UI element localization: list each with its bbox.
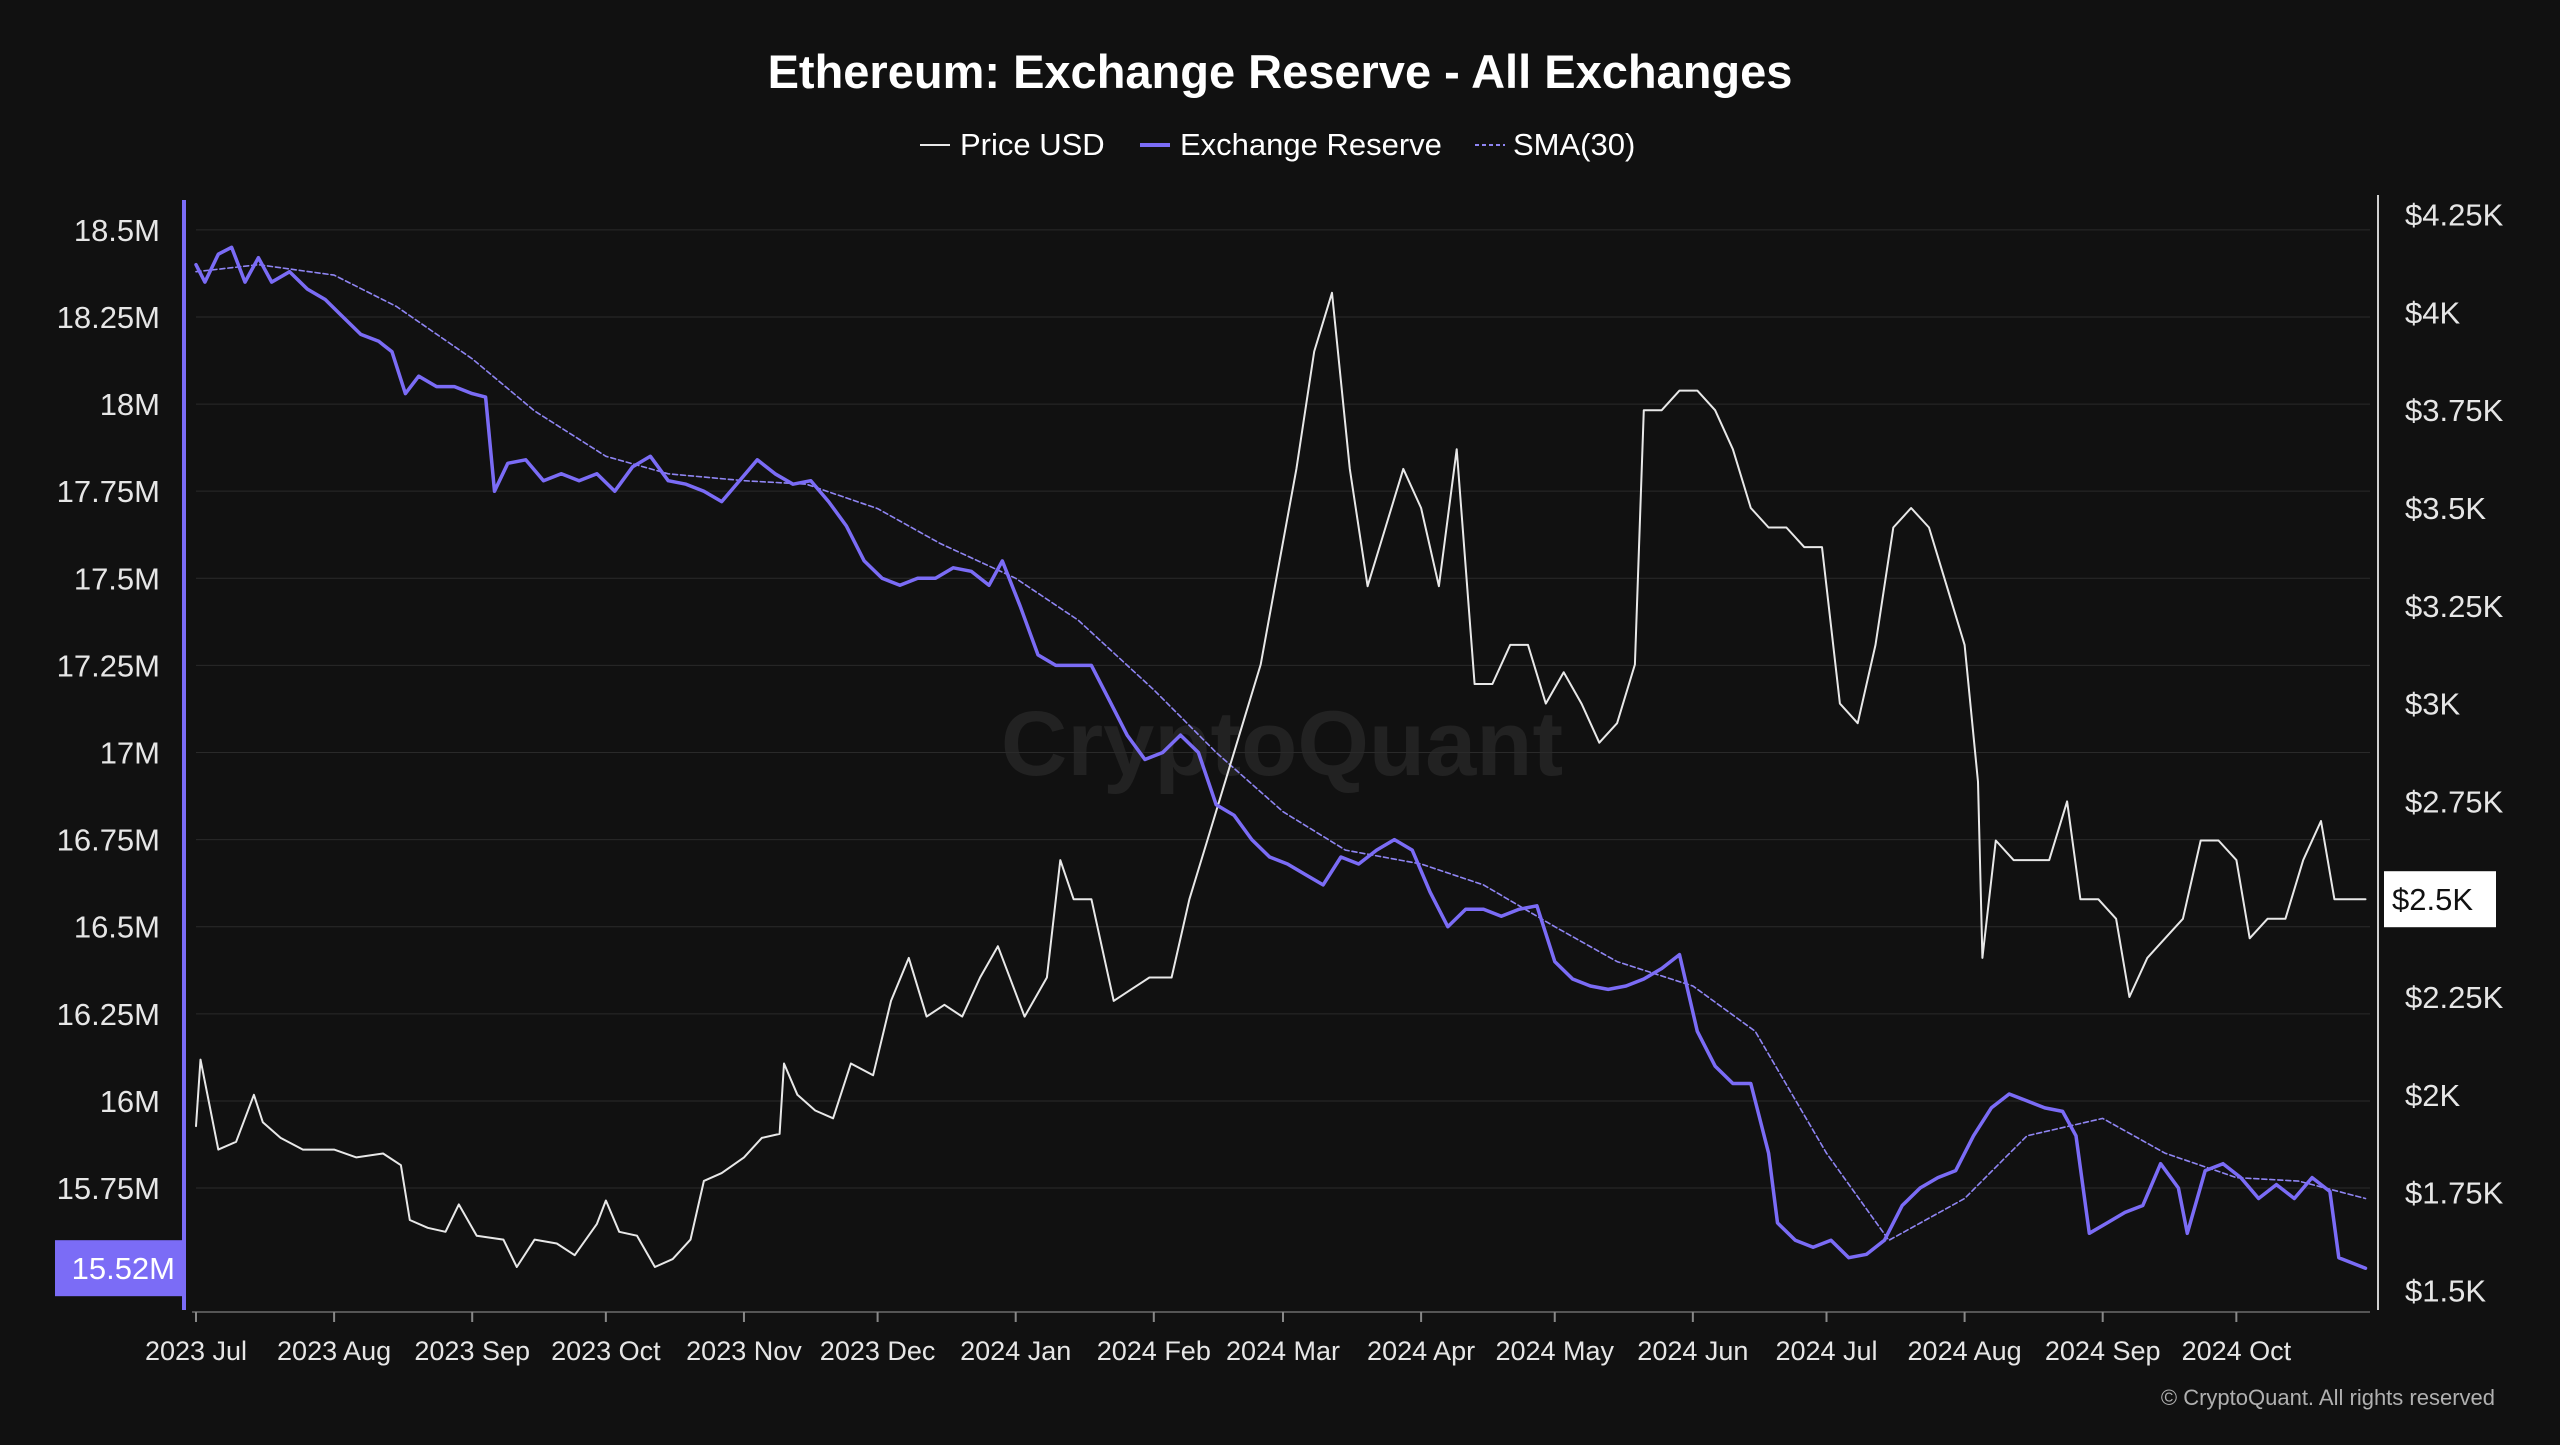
y-left-tick-label: 18.25M [57,300,160,335]
x-tick-label: 2024 Oct [2182,1336,2292,1366]
x-tick-label: 2024 Feb [1097,1336,1211,1366]
x-tick-label: 2024 Mar [1226,1336,1340,1366]
y-right-tick-label: $1.5K [2405,1273,2486,1308]
x-tick-label: 2024 May [1495,1336,1614,1366]
y-left-tick-label: 17.25M [57,648,160,683]
chart-title: Ethereum: Exchange Reserve - All Exchang… [768,45,1793,98]
x-tick-label: 2023 Dec [820,1336,936,1366]
y-left-tick-label: 16.5M [74,910,160,945]
x-tick-label: 2024 Jan [960,1336,1071,1366]
axis-layer: 15.75M 16M 16.25M 16.5M 16.75M 17M 17.25M 17.5M… [55,195,2504,1366]
y-right-tick-label: $4.25K [2405,198,2504,233]
y-left-tick-label: 15.75M [57,1171,160,1206]
series-layer [194,245,2368,1270]
series-line-price [195,291,2367,1268]
x-tick-label: 2024 Apr [1367,1336,1475,1366]
legend-item-price[interactable]: Price USD [920,127,1105,162]
y-left-tick-label: 16.25M [57,997,160,1032]
y-left-tick-label: 17M [100,736,160,771]
y-right-tick-label: $4K [2405,295,2460,330]
y-right-tick-label: $3.5K [2405,491,2486,526]
legend-item-reserve[interactable]: Exchange Reserve [1140,127,1442,162]
y-left-tick-label: 18M [100,387,160,422]
y-right-tick-label: $3K [2405,687,2460,722]
current-reserve-label: 15.52M [72,1251,175,1286]
series-line-sma30 [195,263,2367,1242]
current-price-badge [2384,871,2496,928]
x-tick-label: 2024 Jun [1637,1336,1748,1366]
legend: Price USD Exchange Reserve SMA(30) [920,127,1635,162]
x-tick-label: 2023 Oct [551,1336,661,1366]
y-right-tick-label: $1.75K [2405,1176,2504,1211]
legend-item-sma[interactable]: SMA(30) [1475,127,1635,162]
current-reserve-badge [55,1240,182,1297]
y-left-tick-label: 17.5M [74,561,160,596]
series-line-exchange-reserve [194,245,2368,1270]
legend-label-price: Price USD [960,127,1105,162]
y-right-tick-label: $2.25K [2405,980,2504,1015]
y-right-tick-label: $2.75K [2405,784,2504,819]
x-tick-label: 2024 Sep [2045,1336,2161,1366]
legend-label-reserve: Exchange Reserve [1180,127,1442,162]
current-price-label: $2.5K [2392,882,2473,917]
x-tick-label: 2023 Nov [686,1336,802,1366]
y-right-tick-label: $3.75K [2405,393,2504,428]
x-tick-label: 2023 Aug [277,1336,391,1366]
x-tick-label: 2023 Sep [414,1336,530,1366]
x-tick-label: 2024 Jul [1775,1336,1877,1366]
y-right-tick-label: $3.25K [2405,589,2504,624]
copyright-text: © CryptoQuant. All rights reserved [2161,1385,2495,1410]
x-tick-label: 2024 Aug [1908,1336,2022,1366]
grid-layer [196,229,2370,1189]
y-left-tick-label: 16.75M [57,823,160,858]
y-left-tick-label: 17.75M [57,474,160,509]
watermark: CryptoQuant [1001,693,1563,795]
y-left-tick-label: 16M [100,1084,160,1119]
legend-label-sma: SMA(30) [1513,127,1635,162]
x-tick-label: 2023 Jul [145,1336,247,1366]
y-left-tick-label: 18.5M [74,213,160,248]
y-right-tick-label: $2K [2405,1078,2460,1113]
